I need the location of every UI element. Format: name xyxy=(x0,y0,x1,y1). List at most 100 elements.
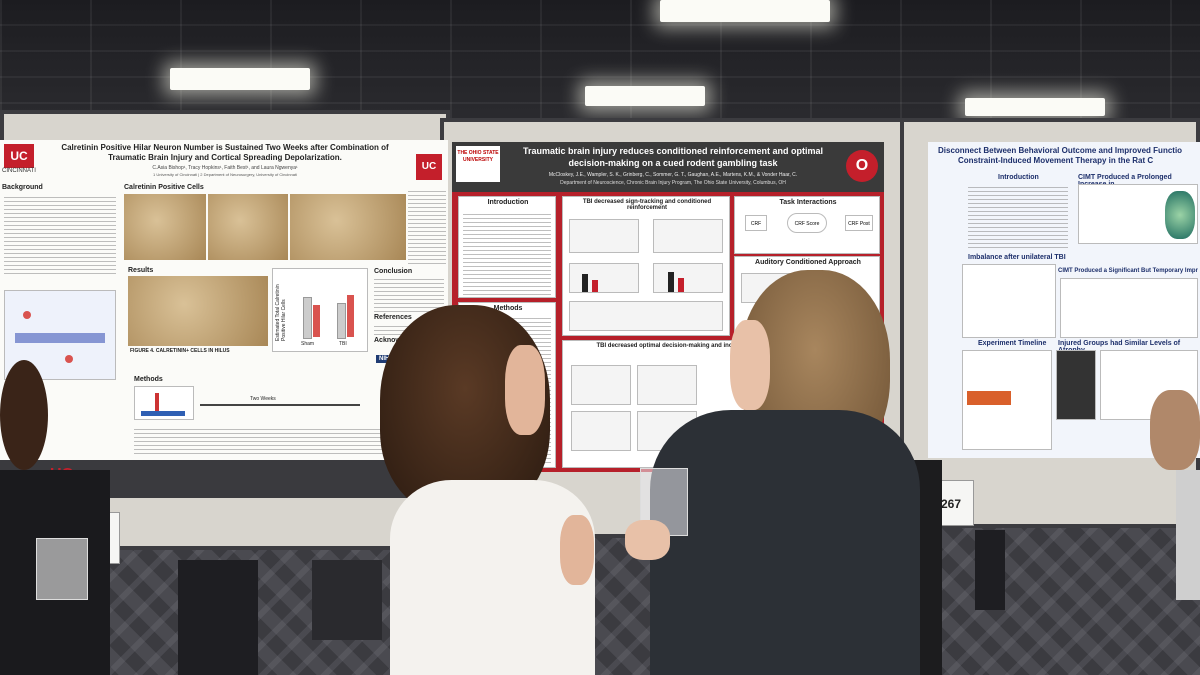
poster-middle-department: Department of Neuroscience, Chronic Brai… xyxy=(560,180,786,186)
figure-caption: FIGURE 4. CALRETININ+ CELLS IN HILUS xyxy=(130,348,230,354)
histology-image xyxy=(124,194,206,260)
bar-chart: Estimated Total Calretinin Positive Hila… xyxy=(272,268,368,352)
line-graph xyxy=(569,219,639,253)
task-interactions-panel: Task Interactions CRF CRF Score CRF Post xyxy=(734,196,880,254)
section-methods: Methods xyxy=(134,376,163,383)
ceiling-light xyxy=(170,68,310,90)
atrophy-graph xyxy=(1100,350,1198,420)
imbalance-graph xyxy=(962,264,1056,338)
uc-logo: UC xyxy=(4,144,34,168)
woman-2-sweater xyxy=(650,410,920,675)
poster-left-affiliations: 1 University of Cincinnati | 2 Departmen… xyxy=(153,172,297,177)
intro-text xyxy=(463,211,551,295)
category-tbi: TBI xyxy=(339,341,347,347)
section-conclusion: Conclusion xyxy=(374,268,413,275)
bar-tbi-2 xyxy=(347,295,354,337)
hilus-image xyxy=(128,276,268,346)
method-apparatus xyxy=(134,386,194,420)
section-task-interactions: Task Interactions xyxy=(779,199,837,206)
section-significant: CIMT Produced a Significant But Temporar… xyxy=(1058,268,1198,274)
person-left-head xyxy=(0,360,48,470)
poster-middle-authors: McCloskey, J.E., Wampler, S. K., Grinber… xyxy=(548,172,798,178)
poster-right: Disconnect Between Behavioral Outcome an… xyxy=(928,142,1200,458)
conclusion-text xyxy=(374,278,444,312)
section-references: References xyxy=(374,314,412,321)
section-introduction: Introduction xyxy=(487,199,529,206)
person-legs xyxy=(975,530,1005,610)
significant-graph xyxy=(1060,278,1198,338)
section-results: Results xyxy=(128,267,154,274)
neuron-dot xyxy=(23,311,31,319)
bar-sham-1 xyxy=(303,297,312,339)
two-weeks-label: Two Weeks xyxy=(250,396,276,402)
histology-image xyxy=(208,194,288,260)
section-background: Background xyxy=(2,184,43,191)
bar xyxy=(678,278,684,292)
timeline-photo xyxy=(967,391,1011,405)
atrophy-images xyxy=(1056,350,1096,420)
nih-logo: NIH xyxy=(376,355,393,363)
poster-right-title-1: Disconnect Between Behavioral Outcome an… xyxy=(938,146,1183,155)
osu-block-o-logo: O xyxy=(846,150,878,182)
poster-middle-title-2: decision-making on a cued rodent gamblin… xyxy=(568,158,778,168)
section-intro-right: Introduction xyxy=(998,174,1039,181)
uc-logo-right: UC xyxy=(416,154,442,180)
timeline-line xyxy=(200,404,360,406)
granule-layer xyxy=(15,333,105,343)
section-auditory: Auditory Conditioned Approach xyxy=(755,259,861,266)
person-right-body xyxy=(1176,470,1200,600)
ceiling-light xyxy=(965,98,1105,116)
woman-1-face xyxy=(505,345,545,435)
timeline-panel xyxy=(962,350,1052,450)
section-methods-mid: Methods xyxy=(493,305,523,312)
poster-left-title-2: Traumatic Brain Injury and Cortical Spre… xyxy=(108,153,342,162)
section-calretinin: Calretinin Positive Cells xyxy=(124,184,204,191)
background-text xyxy=(4,194,116,274)
poster-middle-header: THE OHIO STATE UNIVERSITY Traumatic brai… xyxy=(452,142,884,192)
cincinnati-label: CINCINNATI xyxy=(2,168,36,174)
line-graph xyxy=(653,219,723,253)
section-decision-making: TBI decreased optimal decision-making an… xyxy=(596,343,848,349)
cimt-graph xyxy=(1078,184,1198,244)
task-box-post: CRF Post xyxy=(845,215,873,231)
apparatus-base xyxy=(141,411,185,416)
figure-text xyxy=(408,190,446,264)
category-sham: Sham xyxy=(301,341,315,347)
intro-right-text xyxy=(968,184,1068,248)
bar-graph xyxy=(653,263,723,293)
person-right-arm xyxy=(1150,390,1200,470)
bar-graph xyxy=(569,263,639,293)
bar-tbi-1 xyxy=(337,303,346,339)
intro-panel: Introduction xyxy=(458,196,556,298)
poster-middle-title-1: Traumatic brain injury reduces condition… xyxy=(522,146,824,156)
woman-2-face xyxy=(730,320,770,410)
person-legs xyxy=(312,560,382,640)
poster-right-title-2: Constraint-Induced Movement Therapy in t… xyxy=(958,156,1154,165)
person-legs xyxy=(178,560,258,675)
chart-ylabel: Estimated Total Calretinin Positive Hila… xyxy=(275,284,287,341)
poster-left-title-1: Calretinin Positive Hilar Neuron Number … xyxy=(61,143,389,152)
bar-sham-2 xyxy=(313,305,320,337)
ceiling xyxy=(0,0,1200,130)
task-box-score: CRF Score xyxy=(787,213,827,233)
task-box-crf: CRF xyxy=(745,215,767,231)
woman-2-hand xyxy=(625,520,670,560)
line-graph xyxy=(637,365,697,405)
bar xyxy=(592,280,598,292)
line-graph xyxy=(571,365,631,405)
osu-logo: THE OHIO STATE UNIVERSITY xyxy=(456,146,500,182)
apparatus-post xyxy=(155,393,159,415)
poster-left: UC CINCINNATI UC Calretinin Positive Hil… xyxy=(0,140,448,460)
woman-1-shirt xyxy=(390,480,595,675)
ceiling-light xyxy=(660,0,830,22)
section-imbalance: Imbalance after unilateral TBI xyxy=(968,254,1066,261)
woman-1-hands xyxy=(560,515,594,585)
histology-image xyxy=(290,194,406,260)
neuron-dot xyxy=(65,355,73,363)
poster-left-authors: C.Asia Bishop¹, Tracy Hopkins¹, Faith Be… xyxy=(152,165,298,171)
sign-tracking-panel: TBI decreased sign-tracking and conditio… xyxy=(562,196,730,336)
section-sign-tracking: TBI decreased sign-tracking and conditio… xyxy=(582,199,712,211)
section-timeline: Experiment Timeline xyxy=(978,340,1047,347)
ceiling-light xyxy=(585,86,705,106)
line-graph xyxy=(569,301,723,331)
